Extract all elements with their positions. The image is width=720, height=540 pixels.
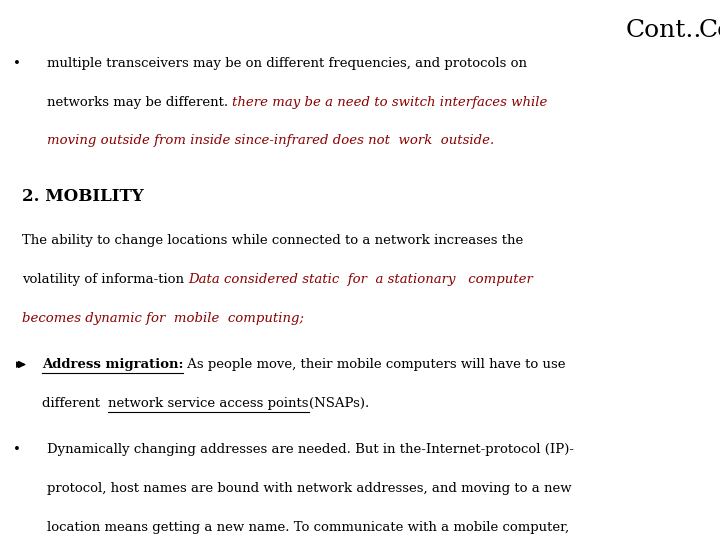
Text: Address migration:: Address migration:: [42, 358, 184, 371]
Text: multiple transceivers may be on different frequencies, and protocols on: multiple transceivers may be on differen…: [47, 57, 527, 70]
Text: As people move, their mobile computers will have to use: As people move, their mobile computers w…: [184, 358, 566, 371]
Text: becomes dynamic for  mobile  computing;: becomes dynamic for mobile computing;: [22, 312, 304, 325]
Text: there may be a need to switch interfaces while: there may be a need to switch interfaces…: [232, 96, 547, 109]
Text: networks may be different.: networks may be different.: [47, 96, 232, 109]
Text: The ability to change locations while connected to a network increases the: The ability to change locations while co…: [22, 234, 523, 247]
Text: 2. MOBILITY: 2. MOBILITY: [22, 188, 143, 205]
Text: network service access points: network service access points: [108, 397, 309, 410]
Text: ►: ►: [16, 358, 26, 371]
Text: volatility of informa-tion: volatility of informa-tion: [22, 273, 188, 286]
Text: Data considered static  for  a stationary   computer: Data considered static for a stationary …: [188, 273, 533, 286]
Text: Cont..: Cont..: [698, 19, 720, 42]
Text: different: different: [42, 397, 108, 410]
Text: (NSAPs).: (NSAPs).: [309, 397, 369, 410]
Text: protocol, host names are bound with network addresses, and moving to a new: protocol, host names are bound with netw…: [47, 482, 572, 495]
Text: •: •: [13, 57, 21, 70]
Text: •: •: [13, 443, 21, 456]
Text: moving outside from inside since-infrared does not  work  outside.: moving outside from inside since-infrare…: [47, 134, 494, 147]
Text: location means getting a new name. To communicate with a mobile computer,: location means getting a new name. To co…: [47, 521, 569, 534]
Text: Cont..: Cont..: [626, 19, 702, 42]
Text: Dynamically changing addresses are needed. But in the-Internet-protocol (IP)-: Dynamically changing addresses are neede…: [47, 443, 574, 456]
